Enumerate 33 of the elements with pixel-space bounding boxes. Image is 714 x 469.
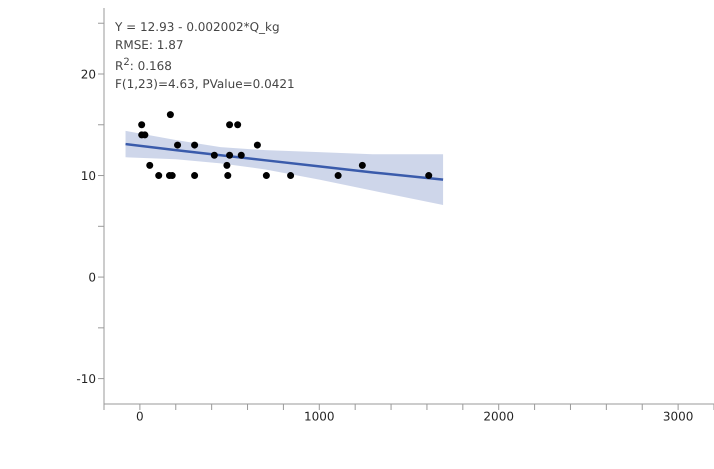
point	[226, 152, 234, 159]
point	[191, 142, 198, 149]
point	[226, 121, 234, 128]
y-tick-label: 20	[80, 67, 96, 82]
point	[146, 162, 154, 169]
annotation: F(1,23)=4.63, PValue=0.0421	[115, 76, 295, 93]
point	[210, 152, 218, 159]
x-tick-label: 0	[136, 410, 144, 424]
x-tick-label: 3000	[662, 410, 694, 424]
x-tick-label: 1000	[304, 410, 335, 424]
point	[238, 152, 245, 159]
point	[334, 172, 342, 180]
point	[425, 172, 432, 180]
annotation: RMSE: 1.87	[115, 37, 184, 54]
point	[287, 172, 294, 180]
annotation: R$^{2}$: 0.168	[115, 56, 173, 75]
point	[224, 172, 232, 180]
y-tick-label: 0	[88, 270, 96, 284]
annotation: Y = 12.93 - 0.002002*Q_kg	[115, 19, 281, 36]
x-tick-label: 2000	[483, 410, 514, 424]
point	[138, 121, 146, 128]
point	[358, 162, 366, 169]
point	[234, 121, 242, 128]
point	[254, 142, 261, 149]
point	[174, 142, 182, 149]
y-tick-label: 10	[80, 168, 96, 183]
point	[166, 111, 174, 118]
point	[191, 172, 198, 180]
y-tick-label: -10	[76, 372, 96, 386]
point	[223, 162, 230, 169]
line-series	[124, 142, 444, 181]
point	[262, 172, 270, 180]
point	[155, 172, 162, 180]
